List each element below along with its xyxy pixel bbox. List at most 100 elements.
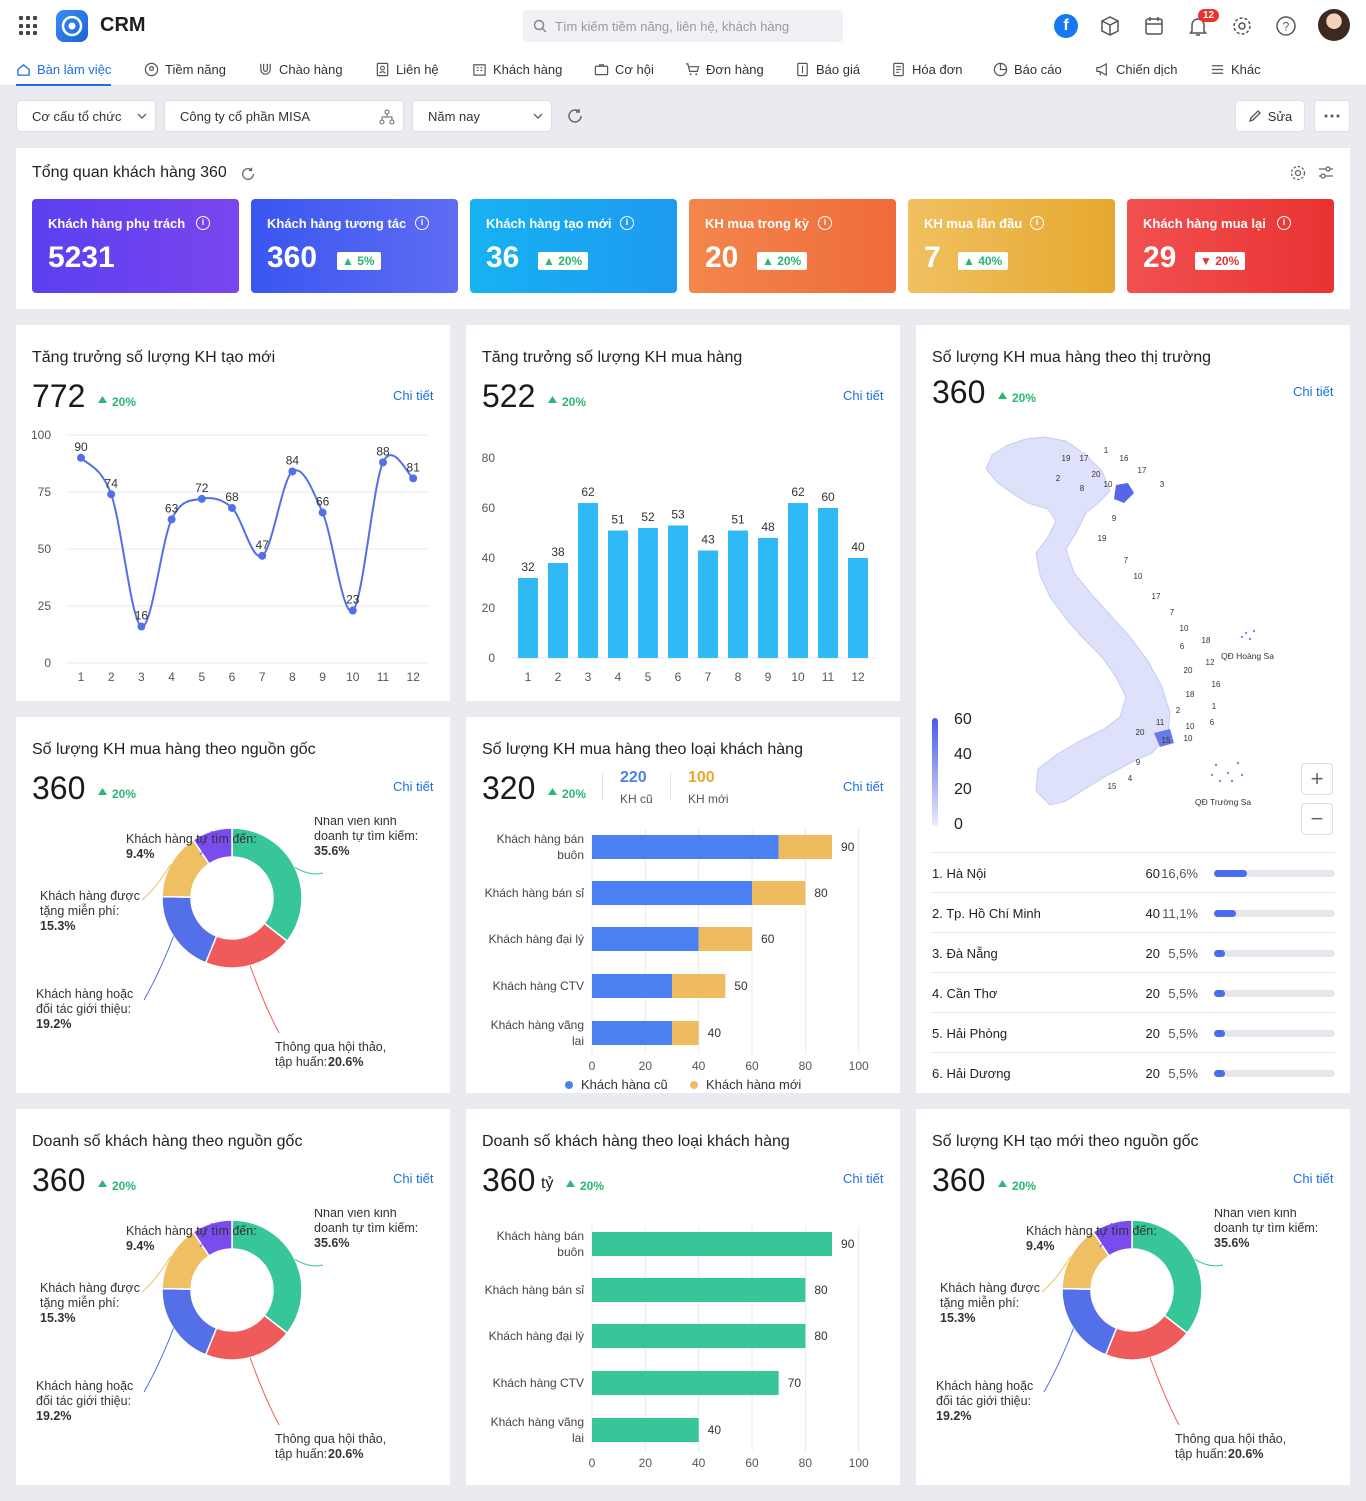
gear-icon[interactable]	[1230, 14, 1254, 38]
nav-item-reports[interactable]: Báo cáo	[993, 52, 1062, 86]
data-label: 63	[165, 501, 179, 515]
zoom-out-button[interactable]: −	[1301, 803, 1333, 835]
detail-link[interactable]: Chi tiết	[843, 388, 884, 403]
y-tick-label: 20	[482, 601, 496, 615]
nav-label: Hóa đơn	[912, 61, 963, 77]
island-dot	[1214, 763, 1218, 767]
filter-sliders-icon[interactable]	[1317, 164, 1335, 182]
customer-overview-panel: Tổng quan khách hàng 360 Khách hàng phụ …	[16, 148, 1350, 309]
province-number: 18	[1202, 636, 1211, 645]
x-tick-label: 11	[377, 670, 390, 684]
island-dot	[1252, 629, 1256, 633]
nav-item-orders[interactable]: Đơn hàng	[685, 52, 764, 86]
nav-label: Cơ hội	[615, 61, 654, 77]
edit-button[interactable]: Sửa	[1235, 100, 1305, 132]
x-tick-label: 60	[745, 1456, 759, 1470]
zoom-in-button[interactable]: +	[1301, 763, 1333, 795]
leader-line	[1041, 1256, 1072, 1293]
nav-item-customers[interactable]: Khách hàng	[472, 52, 562, 86]
leader-line	[199, 1222, 213, 1248]
data-label: 52	[641, 510, 655, 524]
nav-item-leads[interactable]: Tiềm năng	[144, 52, 226, 86]
detail-link[interactable]: Chi tiết	[393, 1171, 434, 1186]
card-change: 20%	[112, 787, 137, 801]
province-number: 10	[1134, 572, 1143, 581]
island-label: QĐ Trường Sa	[1195, 797, 1251, 807]
market-percent: 11,1%	[1162, 906, 1198, 921]
data-label: 90	[841, 840, 855, 854]
company-select[interactable]: Công ty cổ phần MISA	[164, 100, 404, 132]
calendar-icon[interactable]	[1142, 14, 1166, 38]
market-count: 40	[1145, 906, 1160, 921]
nav-label: Chiến dịch	[1116, 61, 1178, 77]
card-change: 20%	[112, 395, 137, 409]
data-label: 74	[105, 476, 119, 490]
search-input[interactable]	[555, 10, 835, 42]
detail-link[interactable]: Chi tiết	[1293, 384, 1334, 399]
nav-label: Tiềm năng	[165, 61, 226, 77]
island-dot	[1240, 773, 1244, 777]
period-select[interactable]: Năm nay	[412, 100, 552, 132]
category-label: buôn	[557, 848, 584, 862]
province-number: 4	[1128, 774, 1133, 783]
data-point	[137, 622, 146, 631]
detail-link[interactable]: Chi tiết	[393, 388, 434, 403]
x-tick-label: 12	[851, 670, 865, 684]
app-launcher-icon[interactable]	[19, 16, 39, 36]
user-avatar[interactable]	[1318, 9, 1350, 41]
more-options-button[interactable]	[1314, 100, 1350, 132]
kpi-change: ▲ 40%	[958, 252, 1009, 270]
category-label: Khách hàng bán sỉ	[485, 1283, 585, 1297]
help-icon[interactable]: ?	[1274, 14, 1298, 38]
detail-link[interactable]: Chi tiết	[843, 1171, 884, 1186]
kpi-value: 360	[267, 241, 318, 274]
new-customer-value: 100	[688, 769, 715, 786]
info-icon: i	[196, 216, 210, 230]
home-icon	[17, 63, 30, 76]
data-label: 47	[256, 538, 270, 552]
legend-label: Khách hàng mới	[706, 1077, 801, 1089]
province-number: 9	[1136, 758, 1141, 767]
ranking-row: 3. Đà Nẵng 20 5,5%	[932, 932, 1335, 972]
refresh-icon[interactable]	[240, 166, 256, 182]
nav-item-quotes[interactable]: Báo giá	[795, 52, 860, 86]
y-tick-label: 100	[31, 428, 51, 442]
facebook-icon[interactable]: f	[1054, 14, 1078, 38]
bar	[638, 528, 658, 658]
nav-item-more[interactable]: Khác	[1210, 52, 1261, 86]
nav-item-opportunities[interactable]: Cơ hội	[594, 52, 654, 86]
detail-link[interactable]: Chi tiết	[393, 779, 434, 794]
nav-label: Báo giá	[816, 61, 861, 77]
nav-item-workspace[interactable]: Bàn làm việc	[16, 52, 112, 86]
nav-item-contacts[interactable]: Liên hệ	[375, 52, 439, 86]
leader-line	[1149, 1357, 1180, 1426]
nav-label: Chào hàng	[279, 61, 343, 77]
category-label: Khách hàng đại lý	[489, 932, 584, 946]
data-label: 72	[195, 481, 209, 495]
nav-item-offers[interactable]: Chào hàng	[258, 52, 343, 86]
detail-link[interactable]: Chi tiết	[1293, 1171, 1334, 1186]
package-icon[interactable]	[1098, 14, 1122, 38]
notification-bell[interactable]: 12	[1186, 9, 1220, 38]
ranking-row: 6. Hải Dương 20 5,5%	[932, 1052, 1335, 1092]
settings-icon[interactable]	[1289, 164, 1307, 182]
x-tick-label: 1	[78, 670, 85, 684]
legend-tick: 40	[954, 746, 972, 763]
island-dot	[1210, 773, 1214, 777]
donut-slice	[231, 827, 303, 943]
province-number: 16	[1120, 454, 1129, 463]
refresh-icon[interactable]	[566, 107, 584, 125]
up-arrow-icon	[98, 788, 107, 795]
data-label: 48	[761, 520, 775, 534]
org-structure-select[interactable]: Cơ cấu tổ chức	[16, 100, 156, 132]
nav-item-invoices[interactable]: Hóa đơn	[891, 52, 962, 86]
island-dot	[1226, 771, 1230, 775]
leader-line	[249, 1357, 280, 1426]
nav-item-campaigns[interactable]: Chiến dịch	[1095, 52, 1177, 86]
data-point	[258, 551, 267, 560]
donut-slice	[231, 1219, 303, 1335]
province-number: 9	[1112, 514, 1117, 523]
detail-link[interactable]: Chi tiết	[843, 779, 884, 794]
y-tick-label: 75	[38, 485, 52, 499]
quote-icon	[797, 62, 808, 76]
